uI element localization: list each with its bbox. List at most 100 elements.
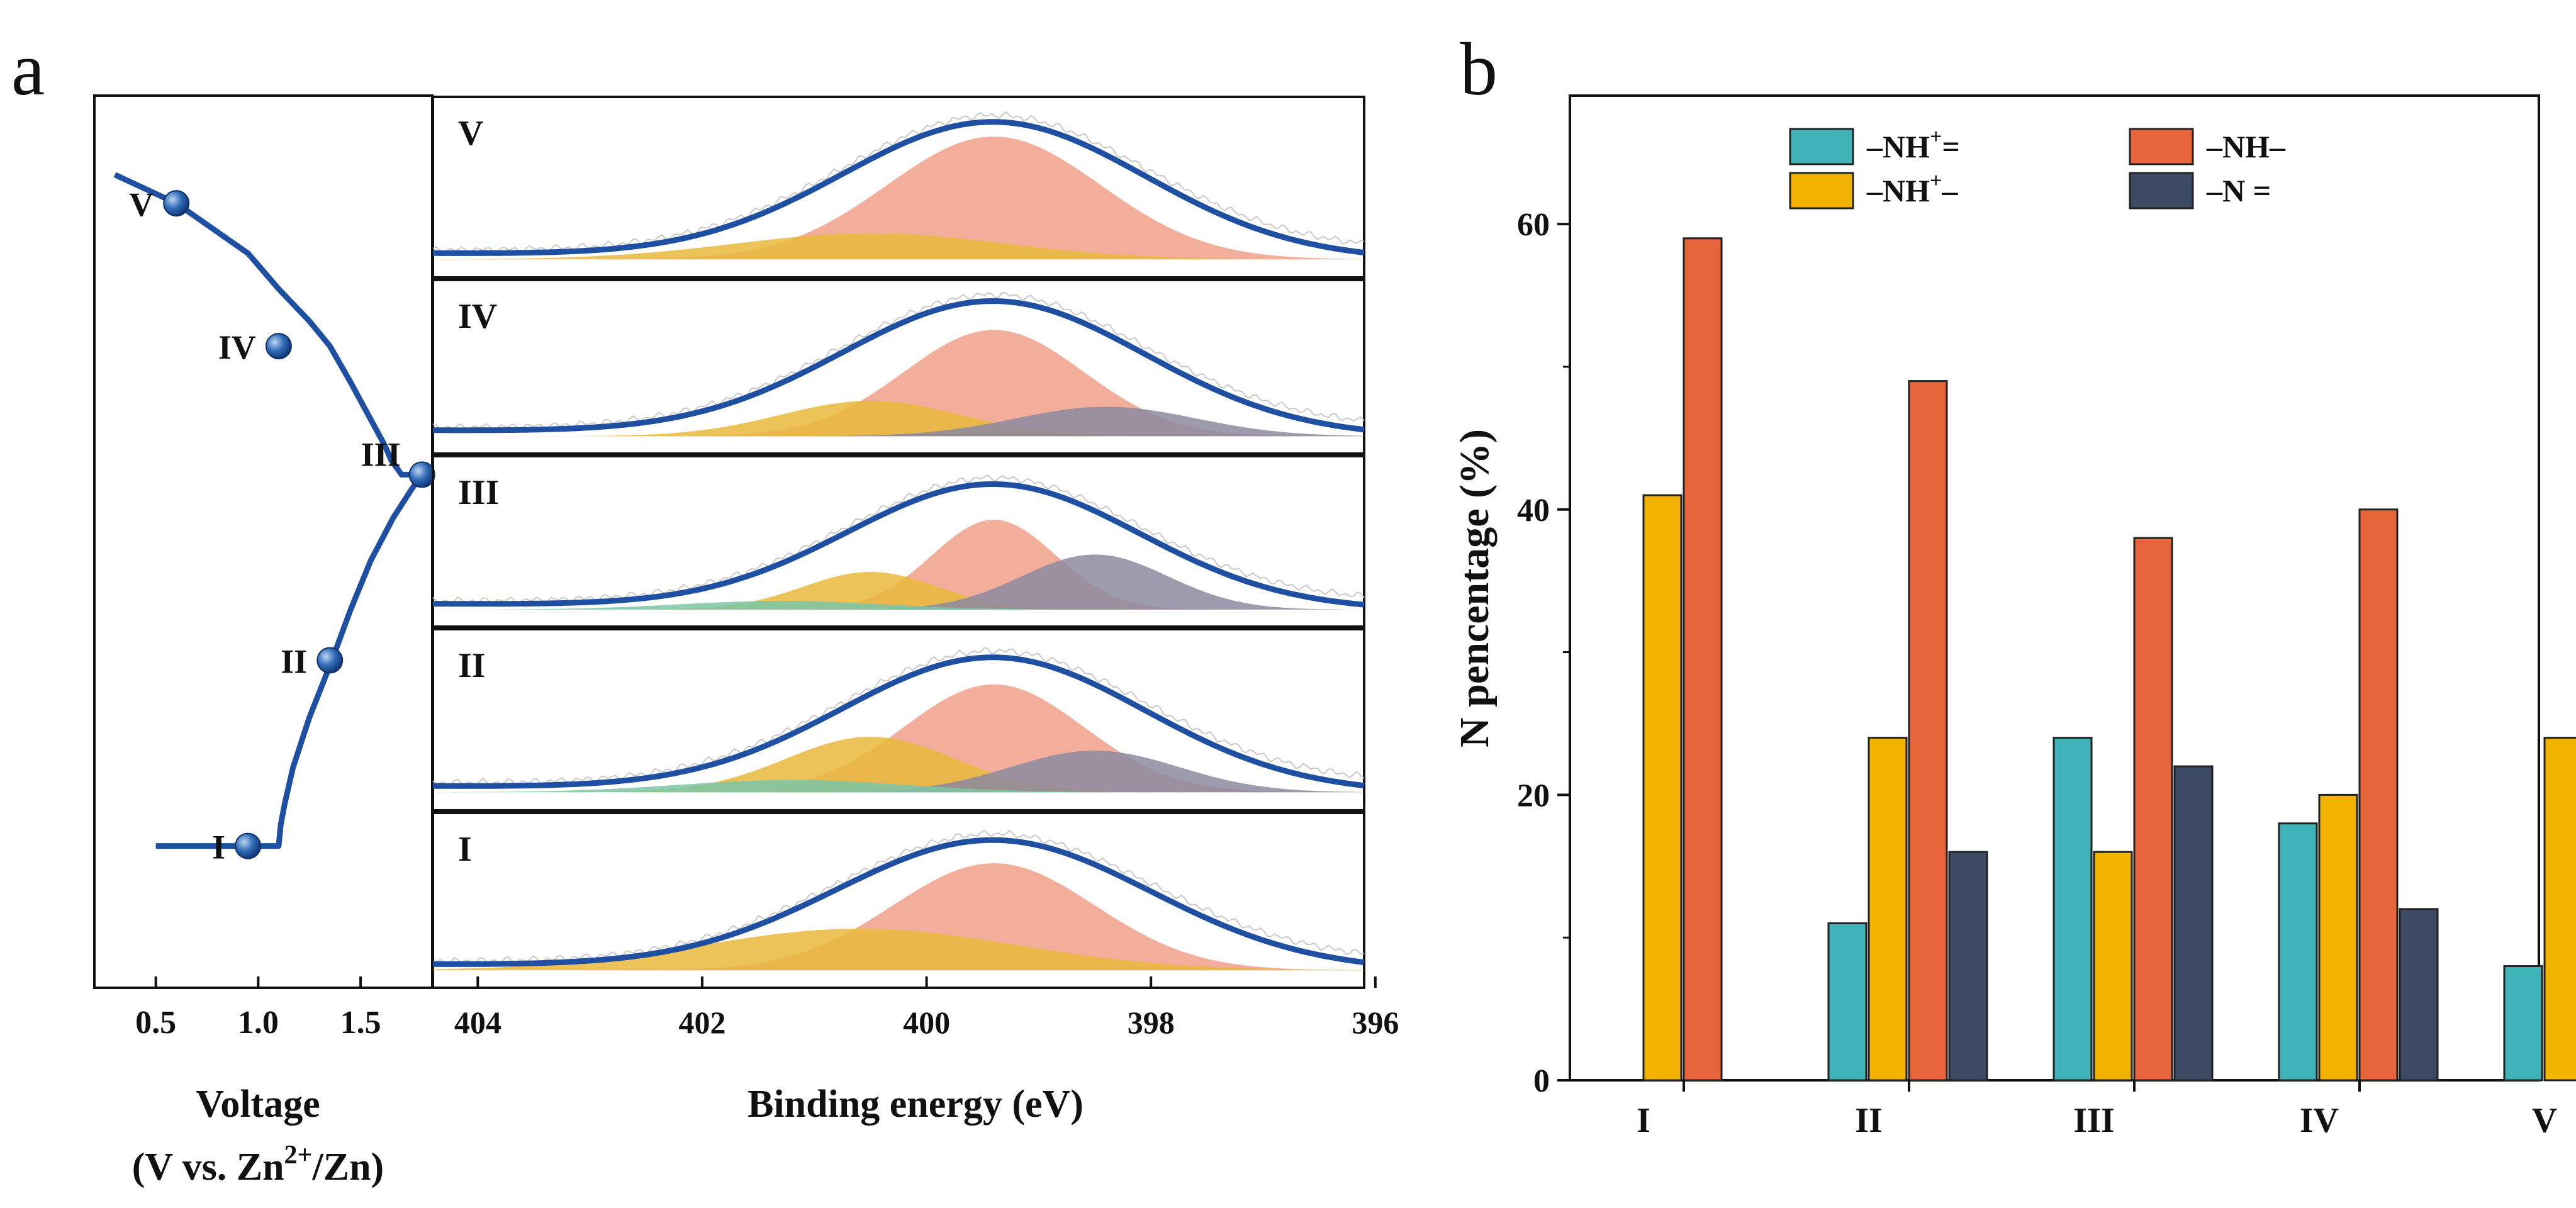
legend-label-base: –NH: [1866, 129, 1930, 164]
bar-I-series-1: [1683, 237, 1723, 1082]
legend-swatch-series-2: [1789, 172, 1854, 210]
xps-envelope-line: [433, 654, 1365, 789]
bar-III-series-3: [2173, 765, 2214, 1082]
xps-fit-peak: [433, 233, 1364, 260]
xps-envelope-line: [433, 837, 1365, 967]
voltage-point-IV: [265, 333, 292, 360]
xps-panel-label: IV: [458, 297, 497, 336]
xps-panel-frame: [432, 96, 1365, 279]
xps-panel-label: I: [458, 830, 472, 869]
xps-fit-peak: [433, 780, 1364, 793]
xps-tick-label: 400: [903, 1005, 950, 1040]
voltage-tick-label: 1.0: [238, 1005, 279, 1041]
xps-fit-peak: [433, 601, 1364, 610]
y-tick-label: 60: [1517, 207, 1550, 243]
category-label: I: [1637, 1101, 1650, 1140]
legend-label-series-2: –NH+–: [1866, 169, 1958, 208]
voltage-point-III: [408, 461, 435, 488]
bar-III-series-1: [2133, 537, 2173, 1082]
category-label: III: [2073, 1101, 2114, 1140]
xps-raw-data: [432, 111, 1365, 255]
xps-tick-label: 404: [454, 1005, 501, 1040]
xps-fit-peak: [433, 929, 1364, 971]
voltage-point-label: II: [281, 643, 307, 681]
legend-label-base: –N =: [2206, 173, 2271, 208]
legend-swatch-series-3: [2129, 172, 2194, 210]
xps-panel-frame: [432, 812, 1365, 989]
xps-fit-peak: [433, 737, 1364, 793]
xps-envelope-line: [433, 119, 1365, 256]
xps-envelope-line: [433, 298, 1365, 433]
xps-tick-label: 396: [1352, 1005, 1399, 1040]
xps-raw-data: [432, 647, 1365, 786]
legend-label-tail: –: [1941, 173, 1958, 208]
y-tick-label: 40: [1517, 493, 1550, 528]
xps-panel: II: [432, 628, 1365, 812]
bar-III-series-2: [2093, 851, 2133, 1082]
xps-panel-frame: [432, 628, 1365, 812]
xps-fit-peak: [433, 751, 1364, 793]
voltage-unit-prefix: (V vs. Zn: [132, 1146, 284, 1188]
legend-label-sup: +: [1930, 125, 1942, 148]
bar-IV-series-1: [2358, 508, 2399, 1082]
category-label: II: [1855, 1101, 1883, 1140]
xps-envelope-line: [433, 481, 1365, 608]
xps-panel-label: III: [458, 473, 499, 512]
bar-I-series-2: [1642, 494, 1683, 1082]
panel-b-label: b: [1460, 27, 1498, 111]
panel-a-label: a: [11, 27, 45, 111]
xps-tick-label: 402: [678, 1005, 725, 1040]
voltage-point-label: IV: [218, 328, 256, 366]
category-label: V: [2532, 1101, 2557, 1140]
bar-V-series-0: [2503, 965, 2543, 1082]
bar-IV-series-2: [2318, 793, 2358, 1082]
xps-raw-data: [432, 474, 1365, 605]
xps-fit-peak: [433, 401, 1364, 437]
y-tick-label: 20: [1517, 778, 1550, 814]
xps-panel-label: II: [458, 646, 486, 685]
legend-label-series-3: –N =: [2206, 173, 2271, 208]
voltage-point-V: [163, 190, 190, 217]
xps-fit-peak: [433, 863, 1364, 971]
binding-energy-axis-label: Binding energy (eV): [748, 1083, 1084, 1126]
xps-fit-peak: [433, 137, 1364, 260]
xps-panel: V: [432, 96, 1365, 279]
voltage-point-I: [235, 832, 262, 859]
legend-label-sup: +: [1930, 169, 1942, 193]
xps-panel-label: V: [458, 114, 483, 153]
legend-label-base: –NH: [1866, 173, 1930, 208]
voltage-tick-label: 0.5: [135, 1005, 176, 1041]
xps-fit-peak: [433, 554, 1364, 610]
voltage-point-label: I: [212, 829, 225, 866]
voltage-axis-label: Voltage: [196, 1083, 320, 1126]
xps-panel: III: [432, 455, 1365, 628]
voltage-axis-label-unit: (V vs. Zn2+/Zn): [132, 1141, 384, 1188]
bar-II-series-3: [1948, 851, 1988, 1082]
voltage-unit-suffix: /Zn): [311, 1146, 384, 1188]
xps-panel: I: [432, 812, 1365, 989]
xps-panel-frame: [432, 279, 1365, 455]
xps-tick-label: 398: [1128, 1005, 1175, 1040]
voltage-unit-superscript: 2+: [284, 1141, 313, 1170]
bar-IV-series-0: [2278, 822, 2318, 1082]
voltage-curve-line: [113, 172, 425, 849]
voltage-point-II: [316, 647, 344, 674]
legend-swatch-series-1: [2129, 128, 2194, 165]
voltage-point-label: V: [129, 186, 154, 223]
voltage-tick-label: 1.5: [340, 1005, 381, 1041]
legend-label-base: –NH–: [2206, 129, 2286, 164]
n-percentage-axis-label: N pencentage (%): [1452, 429, 1498, 747]
y-tick-label: 0: [1533, 1063, 1550, 1099]
xps-panel: IV: [432, 279, 1365, 455]
bar-III-series-0: [2052, 737, 2093, 1082]
bar-IV-series-3: [2399, 908, 2439, 1082]
category-label: IV: [2300, 1101, 2339, 1140]
xps-fit-peak: [433, 406, 1364, 437]
voltage-point-label: III: [361, 435, 401, 473]
bar-II-series-1: [1908, 380, 1948, 1082]
bar-II-series-2: [1868, 737, 1908, 1082]
